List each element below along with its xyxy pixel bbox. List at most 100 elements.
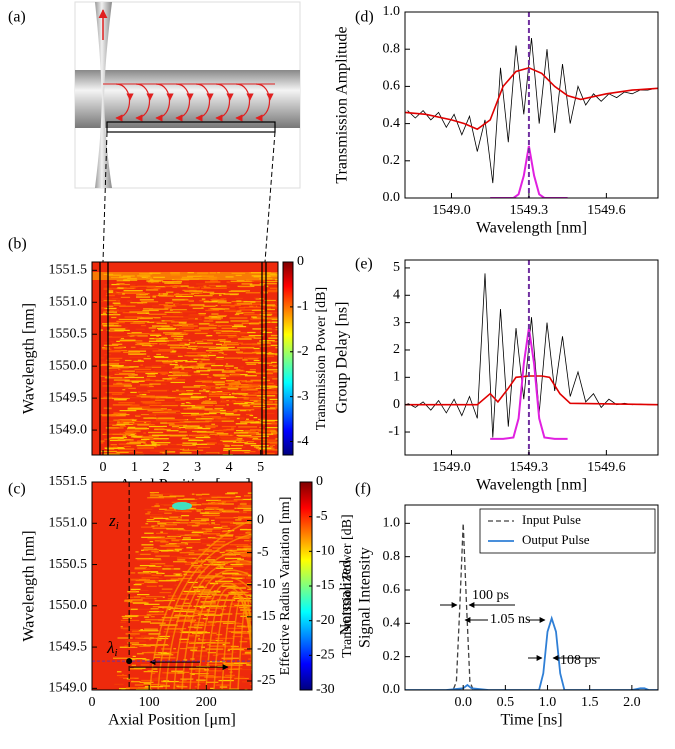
- heatmap-texture: [171, 350, 177, 352]
- heatmap-texture: [126, 678, 131, 680]
- heatmap-texture: [191, 425, 211, 427]
- heatmap-texture: [240, 421, 260, 423]
- heatmap-texture: [196, 431, 215, 433]
- heatmap-texture: [238, 307, 246, 309]
- heatmap-texture: [263, 403, 278, 405]
- heatmap-texture: [169, 347, 187, 349]
- heatmap-texture: [254, 350, 261, 352]
- heatmap-texture: [201, 669, 209, 671]
- heatmap-texture: [149, 622, 166, 624]
- heatmap-texture: [201, 497, 218, 500]
- heatmap-texture: [128, 599, 143, 601]
- heatmap-texture: [206, 664, 223, 666]
- heatmap-texture: [194, 295, 213, 297]
- heatmap-texture: [228, 309, 236, 311]
- heatmap-texture: [235, 396, 249, 399]
- heatmap-texture: [125, 340, 143, 342]
- heatmap-texture: [148, 425, 164, 428]
- heatmap-texture: [176, 389, 179, 391]
- heatmap-texture: [139, 343, 151, 345]
- heatmap-texture: [261, 340, 275, 342]
- heatmap-texture: [173, 573, 182, 575]
- heatmap-texture: [144, 581, 156, 583]
- heatmap-texture: [213, 597, 225, 599]
- heatmap-texture: [177, 419, 181, 422]
- heatmap-texture: [250, 318, 266, 320]
- heatmap-texture: [241, 501, 247, 503]
- heatmap-texture: [246, 410, 250, 412]
- x-tick-label: 100: [139, 695, 160, 710]
- heatmap-texture: [106, 446, 112, 448]
- heatmap-texture: [174, 399, 186, 401]
- panel-label: (b): [8, 236, 27, 253]
- colorbar-tick-label: 0: [316, 474, 323, 489]
- heatmap-texture: [110, 364, 124, 367]
- heatmap-texture: [133, 584, 142, 586]
- heatmap-texture: [159, 637, 169, 640]
- heatmap-texture: [150, 608, 159, 610]
- heatmap-texture: [160, 493, 173, 495]
- heatmap-texture: [224, 374, 230, 376]
- heatmap-texture: [156, 353, 161, 356]
- heatmap-texture: [202, 603, 216, 605]
- heatmap-texture: [242, 405, 250, 407]
- heatmap-texture: [135, 579, 156, 582]
- heatmap-texture: [221, 530, 229, 533]
- heatmap-texture: [227, 334, 237, 337]
- x-tick-label: 0.0: [454, 695, 472, 710]
- heatmap-texture: [211, 420, 229, 422]
- heatmap-texture: [251, 492, 252, 494]
- heatmap-texture: [125, 430, 141, 432]
- heatmap-texture: [161, 336, 167, 339]
- heatmap-texture: [116, 282, 125, 285]
- heatmap-texture: [165, 397, 182, 399]
- heatmap-texture: [215, 567, 234, 569]
- heatmap-texture: [233, 552, 250, 554]
- loop: [175, 83, 190, 122]
- panel-label: (e): [355, 256, 373, 273]
- heatmap-texture: [173, 333, 188, 335]
- y-tick-label: 0.4: [383, 616, 401, 631]
- y2-axis-label: Effective Radius Variation [nm]: [278, 497, 293, 676]
- heatmap-texture: [253, 392, 262, 394]
- heatmap-texture: [135, 637, 144, 639]
- heatmap-texture: [237, 558, 244, 560]
- heatmap-texture: [141, 526, 156, 528]
- heatmap-texture: [150, 334, 162, 337]
- heatmap-texture: [208, 561, 228, 563]
- heatmap-texture: [271, 432, 278, 434]
- heatmap-texture: [217, 443, 235, 445]
- heatmap-texture: [181, 403, 185, 405]
- heatmap-texture: [230, 320, 249, 322]
- heatmap-texture: [271, 307, 278, 309]
- heatmap-texture: [245, 663, 250, 665]
- heatmap-texture: [141, 549, 144, 551]
- heatmap-texture: [203, 563, 221, 566]
- heatmap-texture: [162, 672, 178, 674]
- heatmap-texture: [196, 370, 211, 372]
- heatmap-texture: [196, 404, 214, 406]
- heatmap-texture: [193, 589, 211, 591]
- heatmap-texture: [192, 634, 203, 636]
- heatmap-texture: [198, 323, 214, 325]
- heatmap-texture: [245, 532, 252, 534]
- heatmap-texture: [132, 420, 151, 423]
- heatmap-texture: [207, 502, 225, 504]
- heatmap-texture: [233, 403, 248, 405]
- heatmap-texture: [215, 621, 236, 623]
- heatmap-texture: [167, 344, 184, 346]
- heatmap-texture: [153, 369, 161, 371]
- heatmap-texture: [187, 647, 198, 649]
- heatmap-texture: [181, 569, 252, 690]
- heatmap-texture: [245, 371, 256, 373]
- plot-area: [405, 12, 658, 198]
- heatmap-texture: [207, 621, 217, 623]
- heatmap-texture: [219, 436, 236, 438]
- heatmap-texture: [253, 297, 260, 299]
- heatmap-texture: [146, 651, 156, 653]
- heatmap-texture: [186, 352, 206, 354]
- heatmap-texture: [113, 303, 121, 305]
- heatmap-texture: [220, 286, 231, 288]
- heatmap-texture: [194, 686, 197, 688]
- heatmap-texture: [139, 299, 154, 301]
